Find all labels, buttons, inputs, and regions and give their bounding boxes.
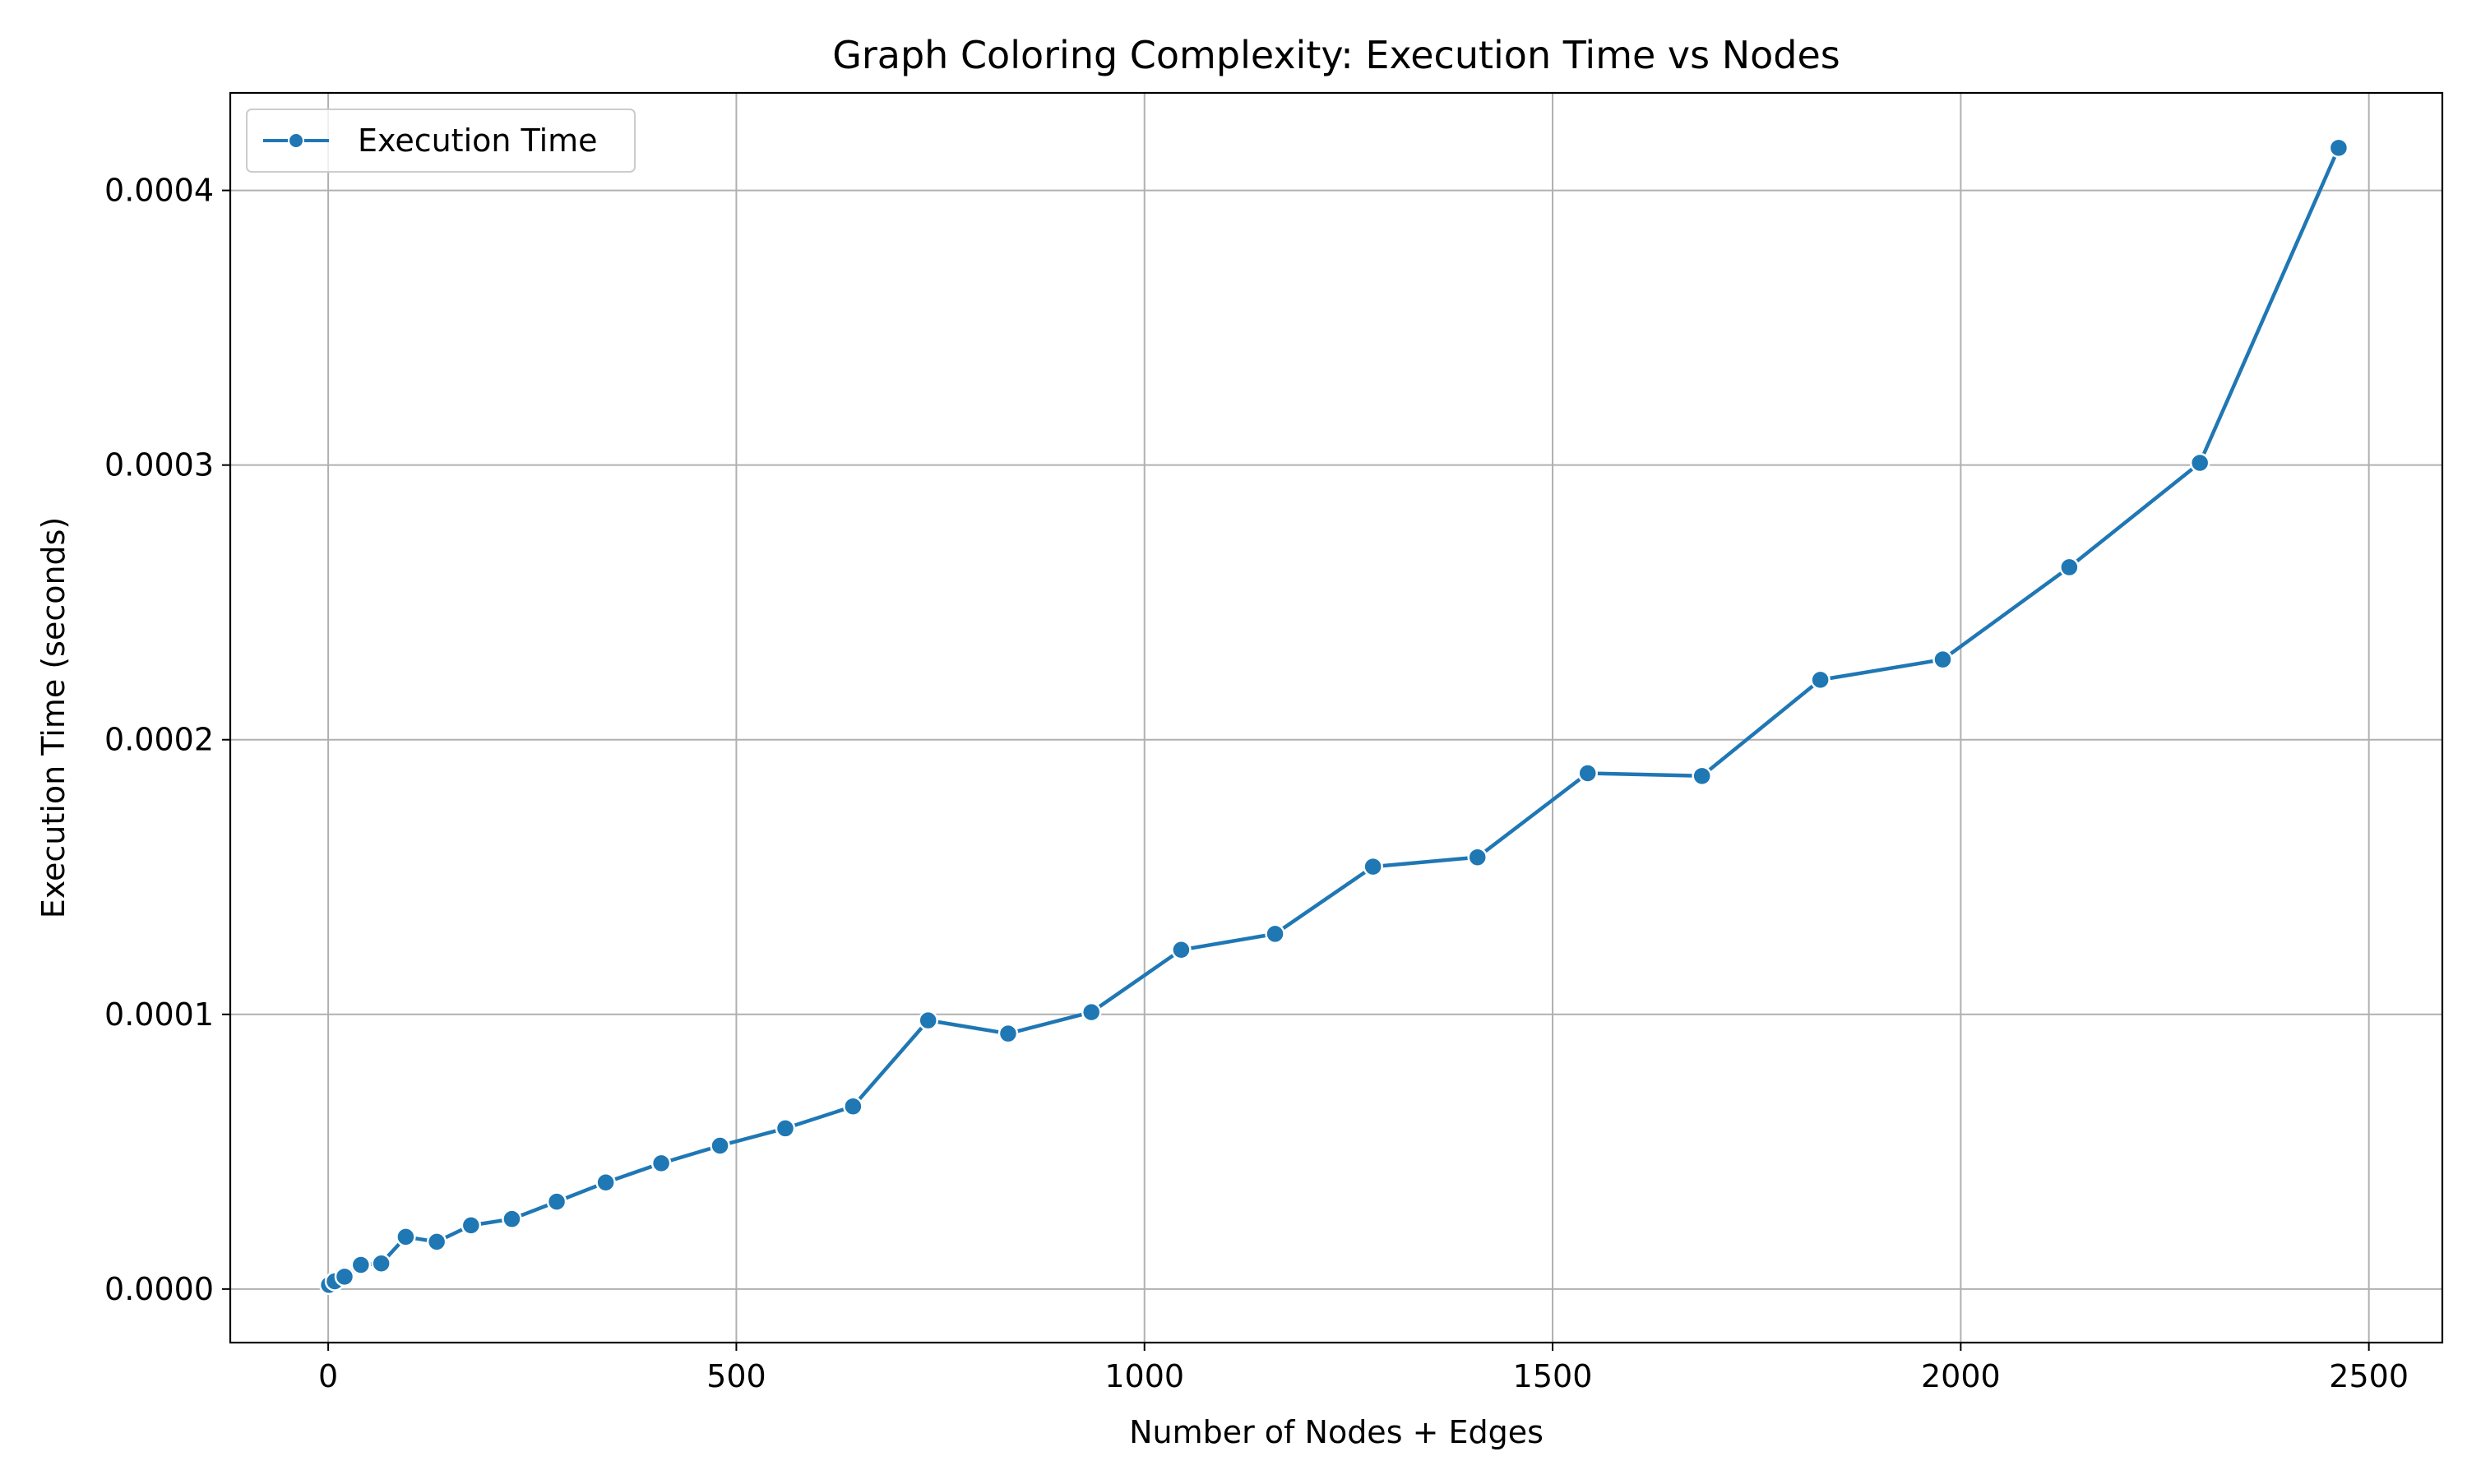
data-point [595, 1172, 616, 1193]
data-point [1363, 856, 1383, 877]
data-point [350, 1255, 372, 1275]
data-point [1171, 940, 1192, 960]
data-point [1692, 765, 1712, 787]
tick-layer: 0 500 1000 1500 2000 2500 0.0000 0.0001 0.0002 0.… [104, 173, 2409, 1394]
x-tick-label: 2500 [2329, 1358, 2409, 1394]
data-point [2189, 452, 2210, 474]
y-tick-label: 0.0003 [104, 447, 214, 483]
data-point [396, 1227, 416, 1247]
x-tick-label: 1500 [1513, 1358, 1593, 1394]
data-point [1081, 1001, 1102, 1023]
legend-series-label: Execution Time [358, 123, 598, 159]
data-point [710, 1135, 730, 1156]
data-point [1810, 669, 1831, 691]
legend-box [246, 109, 636, 173]
y-axis-label: Execution Time (seconds) [35, 517, 72, 919]
x-tick-label: 0 [318, 1358, 338, 1394]
data-point [997, 1023, 1019, 1044]
grid-lines [230, 93, 2442, 1343]
data-point [650, 1153, 672, 1174]
chart-title: Graph Coloring Complexity: Execution Tim… [832, 33, 1840, 77]
data-point [502, 1209, 522, 1229]
data-point [334, 1266, 355, 1288]
data-point [1265, 923, 1285, 945]
x-tick-label: 2000 [1921, 1358, 2001, 1394]
data-point [371, 1253, 391, 1274]
data-point [546, 1191, 567, 1212]
data-point [2328, 137, 2349, 159]
series-layer [318, 137, 2349, 1296]
data-point [2059, 557, 2080, 578]
data-point [775, 1118, 796, 1139]
y-tick-label: 0.0004 [104, 173, 214, 209]
y-tick-label: 0.0002 [104, 722, 214, 758]
plot-frame [229, 91, 2444, 1344]
data-point [461, 1215, 482, 1236]
y-tick-label: 0.0000 [104, 1271, 214, 1307]
y-tick-label: 0.0001 [104, 996, 214, 1033]
x-axis-label: Number of Nodes + Edges [1129, 1414, 1544, 1450]
legend: Execution Time [246, 109, 636, 173]
data-point [1577, 763, 1598, 784]
x-tick-label: 500 [706, 1358, 766, 1394]
legend-series-marker [288, 132, 304, 149]
data-point [843, 1096, 863, 1116]
data-point [918, 1010, 938, 1031]
data-point [1467, 847, 1488, 867]
data-point [1932, 649, 1953, 670]
data-point [426, 1232, 447, 1252]
x-tick-label: 1000 [1104, 1358, 1184, 1394]
plot-area [230, 93, 2442, 1343]
